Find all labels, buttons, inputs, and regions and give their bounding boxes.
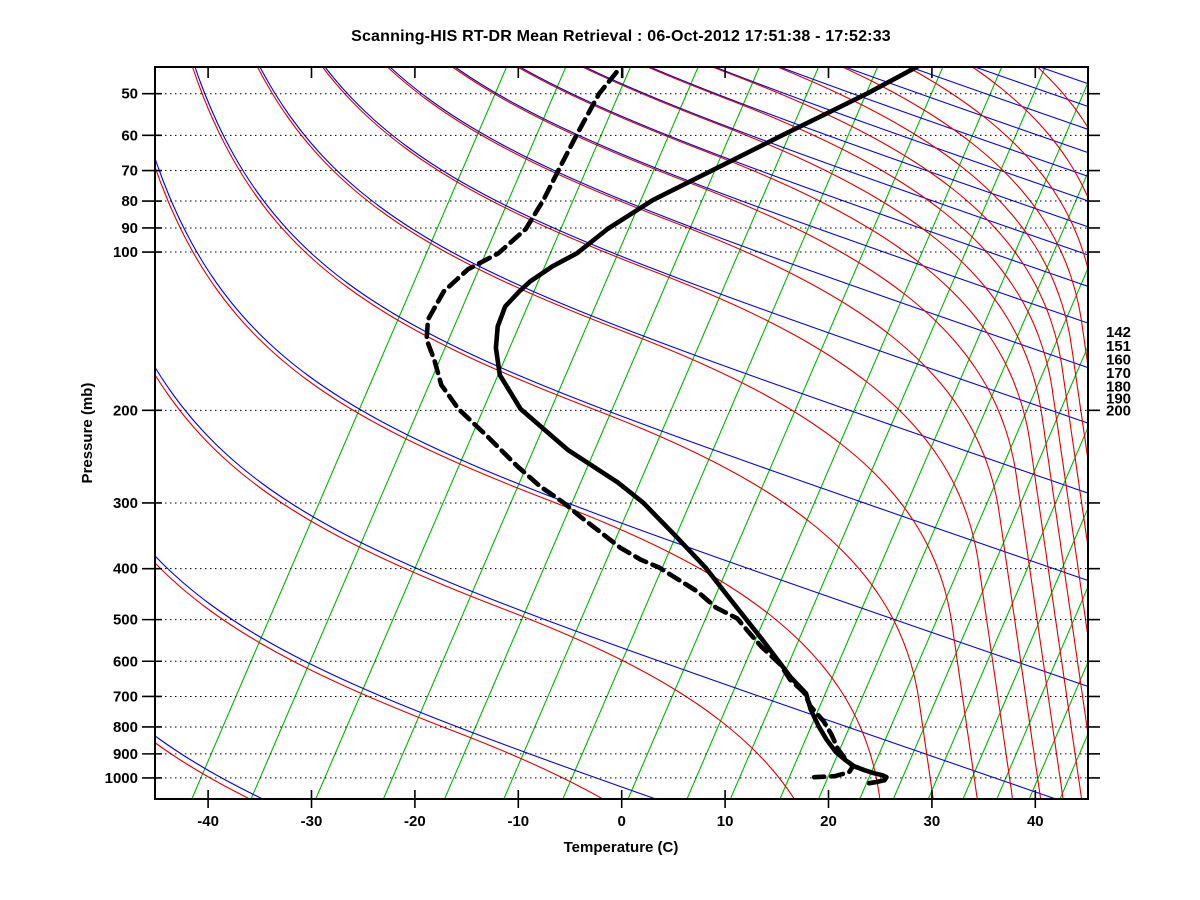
x-tick-label: -10 [507, 813, 529, 830]
dry-adiabat-line [324, 67, 1088, 424]
y-tick-label: 100 [113, 244, 138, 261]
mixing-ratio-line [729, 67, 1046, 799]
chart-title: Scanning-HIS RT-DR Mean Retrieval : 06-O… [351, 28, 891, 45]
right-pressure-label: 180 [1106, 378, 1131, 395]
moist-adiabat-line [191, 67, 934, 799]
moist-adiabat-line [647, 67, 1088, 641]
y-tick-label: 600 [113, 653, 138, 670]
dry-adiabat-line [259, 67, 1088, 494]
y-tick-label: 500 [113, 612, 138, 629]
plot-border [154, 66, 1089, 800]
moist-adiabat-line [387, 67, 1042, 799]
dry-adiabat-line [779, 67, 1088, 177]
right-pressure-label: 160 [1106, 351, 1131, 368]
y-tick-label: 200 [113, 402, 138, 419]
dry-adiabat-lines [155, 67, 1088, 799]
mixing-ratio-line [962, 506, 1088, 799]
mixing-ratio-line [444, 67, 760, 799]
mixing-ratio-line [315, 67, 631, 799]
mixing-ratio-line [818, 170, 1088, 799]
x-tick-label: -40 [197, 813, 219, 830]
y-tick-label: 700 [113, 688, 138, 705]
dry-adiabat-line [454, 67, 1088, 324]
x-tick-label: 30 [924, 813, 941, 830]
moist-adiabat-line [907, 67, 1088, 272]
moist-adiabat-line [972, 67, 1088, 199]
y-tick-label: 90 [121, 220, 138, 237]
dry-adiabat-line [1039, 67, 1088, 85]
moist-adiabat-line [155, 373, 795, 799]
mixing-ratio-line [1028, 660, 1088, 799]
dry-adiabat-line [584, 67, 1088, 256]
x-axis-title: Temperature (C) [563, 839, 679, 856]
y-tick-label: 300 [113, 495, 138, 512]
y-tick-label: 70 [121, 163, 138, 180]
x-tick-label: 10 [717, 813, 734, 830]
mixing-ratio-line [927, 426, 1088, 799]
moist-adiabat-line [155, 165, 881, 799]
x-tick-label: 40 [1027, 813, 1044, 830]
moist-adiabat-line [322, 67, 1014, 799]
mixing-ratio-line [686, 67, 1003, 799]
dry-adiabat-line [519, 67, 1088, 287]
dry-adiabat-line [844, 67, 1088, 154]
mixing-ratio-line [779, 81, 1088, 799]
moist-adiabat-line [777, 67, 1088, 465]
mixing-ratio-line [382, 67, 699, 799]
axes: -40 -30 -20 -10 0 10 20 30 40 50 60 70 80 90 100 200 300… [105, 66, 1131, 830]
dry-adiabat-line [649, 67, 1088, 228]
y-tick-label: 1000 [105, 770, 138, 787]
moist-adiabat-line [1037, 67, 1088, 129]
y-tick-label: 60 [121, 127, 138, 144]
sounding-profiles [424, 67, 921, 786]
moist-adiabat-line [842, 67, 1088, 371]
mixing-ratio-line [250, 67, 567, 799]
y-tick-label: 900 [113, 746, 138, 763]
x-tick-label: 20 [820, 813, 837, 830]
right-pressure-label: 142 [1106, 324, 1131, 341]
moist-adiabat-line [257, 67, 978, 799]
dew_point-profile [424, 69, 856, 780]
y-tick-label: 50 [121, 86, 138, 103]
x-tick-label: -30 [301, 813, 323, 830]
mixing-ratio-line [627, 67, 944, 799]
mixing-ratio-line [892, 344, 1088, 799]
mixing-ratio-line [562, 67, 879, 799]
y-axis-title: Pressure (mb) [79, 382, 96, 484]
moist-adiabat-line [452, 67, 1064, 799]
mixing-ratio-line [996, 585, 1088, 799]
moist-adiabat-line [517, 67, 1083, 799]
dry-adiabat-line [155, 366, 1056, 799]
y-tick-label: 400 [113, 561, 138, 578]
right-pressure-label: 151 [1106, 338, 1131, 355]
mixing-ratio-lines [191, 67, 1200, 799]
dry-adiabat-line [155, 555, 656, 799]
right-pressure-label: 200 [1106, 402, 1131, 419]
moist-adiabat-line [712, 67, 1088, 551]
mixing-ratio-line [191, 67, 508, 799]
moist-adiabat-line [582, 67, 1088, 738]
dry-adiabat-line [155, 735, 263, 799]
right-pressure-label: 190 [1106, 391, 1131, 408]
dry-adiabat-line [714, 67, 1088, 202]
y-tick-label: 80 [121, 193, 138, 210]
dry-adiabat-line [389, 67, 1088, 369]
moist-adiabat-line [155, 562, 604, 799]
isobar-gridlines [155, 93, 1088, 779]
dry-adiabat-line [155, 156, 1088, 688]
mixing-ratio-line [859, 266, 1088, 799]
y-tick-label: 800 [113, 719, 138, 736]
temperature-profile [493, 67, 921, 786]
x-tick-label: 0 [618, 813, 626, 830]
dry-adiabat-line [974, 67, 1088, 108]
moist-adiabat-line [155, 742, 251, 799]
right-pressure-label: 170 [1106, 365, 1131, 382]
mixing-ratio-line [1092, 67, 1200, 799]
x-tick-label: -20 [404, 813, 426, 830]
moist-adiabat-lines [155, 67, 1088, 799]
dry-adiabat-line [909, 67, 1088, 130]
mixing-ratio-line [503, 67, 820, 799]
